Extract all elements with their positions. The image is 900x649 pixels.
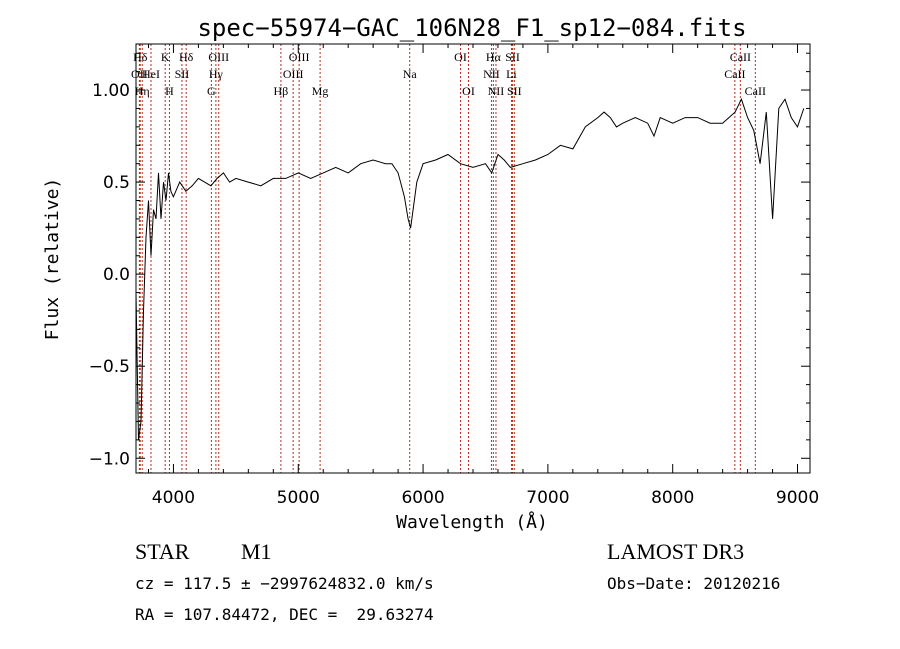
spectral-line-label: CaII: [745, 84, 766, 98]
spectral-line-label: Hγ: [209, 67, 224, 81]
y-tick-label: 0.0: [103, 265, 130, 285]
spectral-line-label: CaII: [730, 50, 751, 64]
observation-date: Obs−Date: 20120216: [607, 574, 781, 593]
spectral-line-label: Hη: [135, 84, 150, 98]
x-tick-label: 6000: [401, 488, 444, 508]
x-tick-label: 9000: [776, 488, 819, 508]
spectral-line-label: SII: [505, 50, 520, 64]
spectral-line-label: Li: [506, 67, 517, 81]
x-tick-label: 8000: [651, 488, 694, 508]
y-tick-label: 1.00: [92, 81, 130, 101]
object-subclass: M1: [241, 539, 272, 564]
spectral-line-label: NII: [483, 67, 500, 81]
redshift-velocity: cz = 117.5 ± −2997624832.0 km/s: [135, 574, 434, 593]
spectral-line-label: H: [165, 84, 174, 98]
spectral-line-label: OIII: [208, 50, 229, 64]
spectral-line-label: K: [161, 50, 170, 64]
x-tick-label: 7000: [526, 488, 569, 508]
spectral-lines: [138, 44, 756, 473]
spectral-line-label: HeI: [142, 67, 160, 81]
chart-title: spec−55974−GAC_106N28_F1_sp12−084.fits: [197, 14, 746, 42]
object-class: STAR: [135, 539, 190, 564]
spectral-line-label: CaII: [724, 67, 745, 81]
spectrum-line: [135, 97, 805, 440]
spectral-line-label: Hδ: [179, 50, 194, 64]
spectral-line-label: Hα: [486, 50, 502, 64]
y-axis: −1.0 −0.5 0.0 0.5 1.00: [89, 52, 810, 469]
spectral-line-label: SII: [507, 84, 522, 98]
spectral-line-label: OIII: [289, 50, 310, 64]
x-axis: 4000 5000 6000 7000 8000 9000: [147, 44, 819, 508]
y-axis-label: Flux (relative): [42, 178, 63, 341]
x-tick-label: 5000: [277, 488, 320, 508]
spectral-line-label: OIII: [283, 67, 304, 81]
plot-frame: [135, 43, 811, 474]
survey-name: LAMOST DR3: [607, 539, 745, 564]
spectral-line-label: Na: [403, 67, 418, 81]
spectral-line-label: SII: [175, 67, 190, 81]
y-tick-label: −0.5: [89, 357, 130, 377]
spectral-line-label: OI: [454, 50, 467, 64]
x-tick-label: 4000: [152, 488, 195, 508]
spectral-line-label: Hβ: [274, 84, 289, 98]
coordinates: RA = 107.84472, DEC = 29.63274: [135, 605, 434, 624]
y-tick-label: −1.0: [89, 449, 130, 469]
spectral-line-label: G: [207, 84, 216, 98]
x-axis-label: Wavelength (Å): [396, 511, 548, 533]
spectral-line-label: Hδ: [133, 50, 148, 64]
spectral-line-label: OII: [131, 67, 148, 81]
y-tick-label: 0.5: [103, 173, 130, 193]
spectral-line-label: OI: [462, 84, 475, 98]
spectral-line-label: Mg: [312, 84, 329, 98]
spectral-line-label: NII: [488, 84, 505, 98]
